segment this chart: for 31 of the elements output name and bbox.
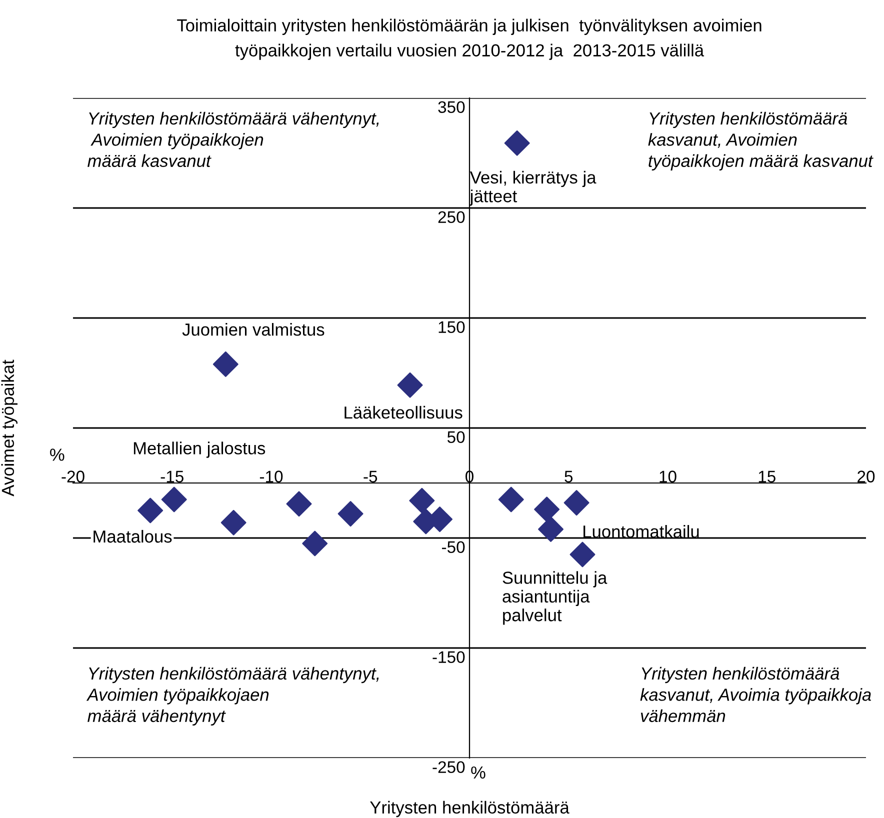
text: % xyxy=(471,766,486,779)
annotation: Juomien valmistus xyxy=(182,323,324,336)
y-tick-label: 50 xyxy=(447,431,465,444)
chart-title: Toimialoittain yritysten henkilöstömäärän ja julkisen työnvälityksen avoimien työpaikkojen vertailu vuosien 2010-2012 ja 2013-2015 välillä xyxy=(177,18,762,60)
y-tick-label: 250 xyxy=(438,211,465,224)
annotation: Yritysten henkilöstömäärä kasvanut, Avoimia työpaikkoja vähemmän xyxy=(640,666,872,722)
annotation: Lääketeollisuus xyxy=(344,406,462,419)
y-tick-label: -150 xyxy=(432,651,465,664)
x-tick-label: 5 xyxy=(564,470,573,482)
annotation: Metallien jalostus xyxy=(134,442,266,458)
annotation: Yritysten henkilöstömäärä vähentynyt, Avoimien työpaikkojen määrä kasvanut xyxy=(88,112,379,168)
y-tick-label: 150 xyxy=(438,321,465,334)
x-tick-label: 10 xyxy=(660,470,676,482)
annotation: Maatalous xyxy=(94,530,172,543)
x-tick-label: 20 xyxy=(858,470,875,482)
annotation: Luontomatkailu xyxy=(584,525,699,538)
x-tick-label: -10 xyxy=(260,470,283,482)
y-tick-label: -50 xyxy=(442,541,465,554)
x-tick-label: -5 xyxy=(364,470,378,482)
annotation: Suunnittelu ja asiantuntija palvelut xyxy=(502,571,608,625)
text: % xyxy=(50,448,64,461)
annotation: Vesi, kierrätys ja jätteet xyxy=(469,170,596,206)
y-axis-title: Avoimet työpaikat xyxy=(1,360,18,496)
x-tick-label: -15 xyxy=(160,470,184,482)
annotation: Yritysten henkilöstömäärä vähentynyt, Avoimien työpaikkojaen määrä vähentynyt xyxy=(86,666,379,726)
x-axis-title: Yritysten henkilöstömäärä xyxy=(370,800,570,818)
annotation: Yritysten henkilöstömäärä kasvanut, Avoimien työpaikkojen määrä kasvanut xyxy=(648,112,874,170)
y-tick-label: 350 xyxy=(438,101,465,114)
y-tick-label: -250 xyxy=(432,761,465,774)
x-tick-label: 15 xyxy=(758,470,776,482)
x-tick-label: -20 xyxy=(62,470,84,482)
